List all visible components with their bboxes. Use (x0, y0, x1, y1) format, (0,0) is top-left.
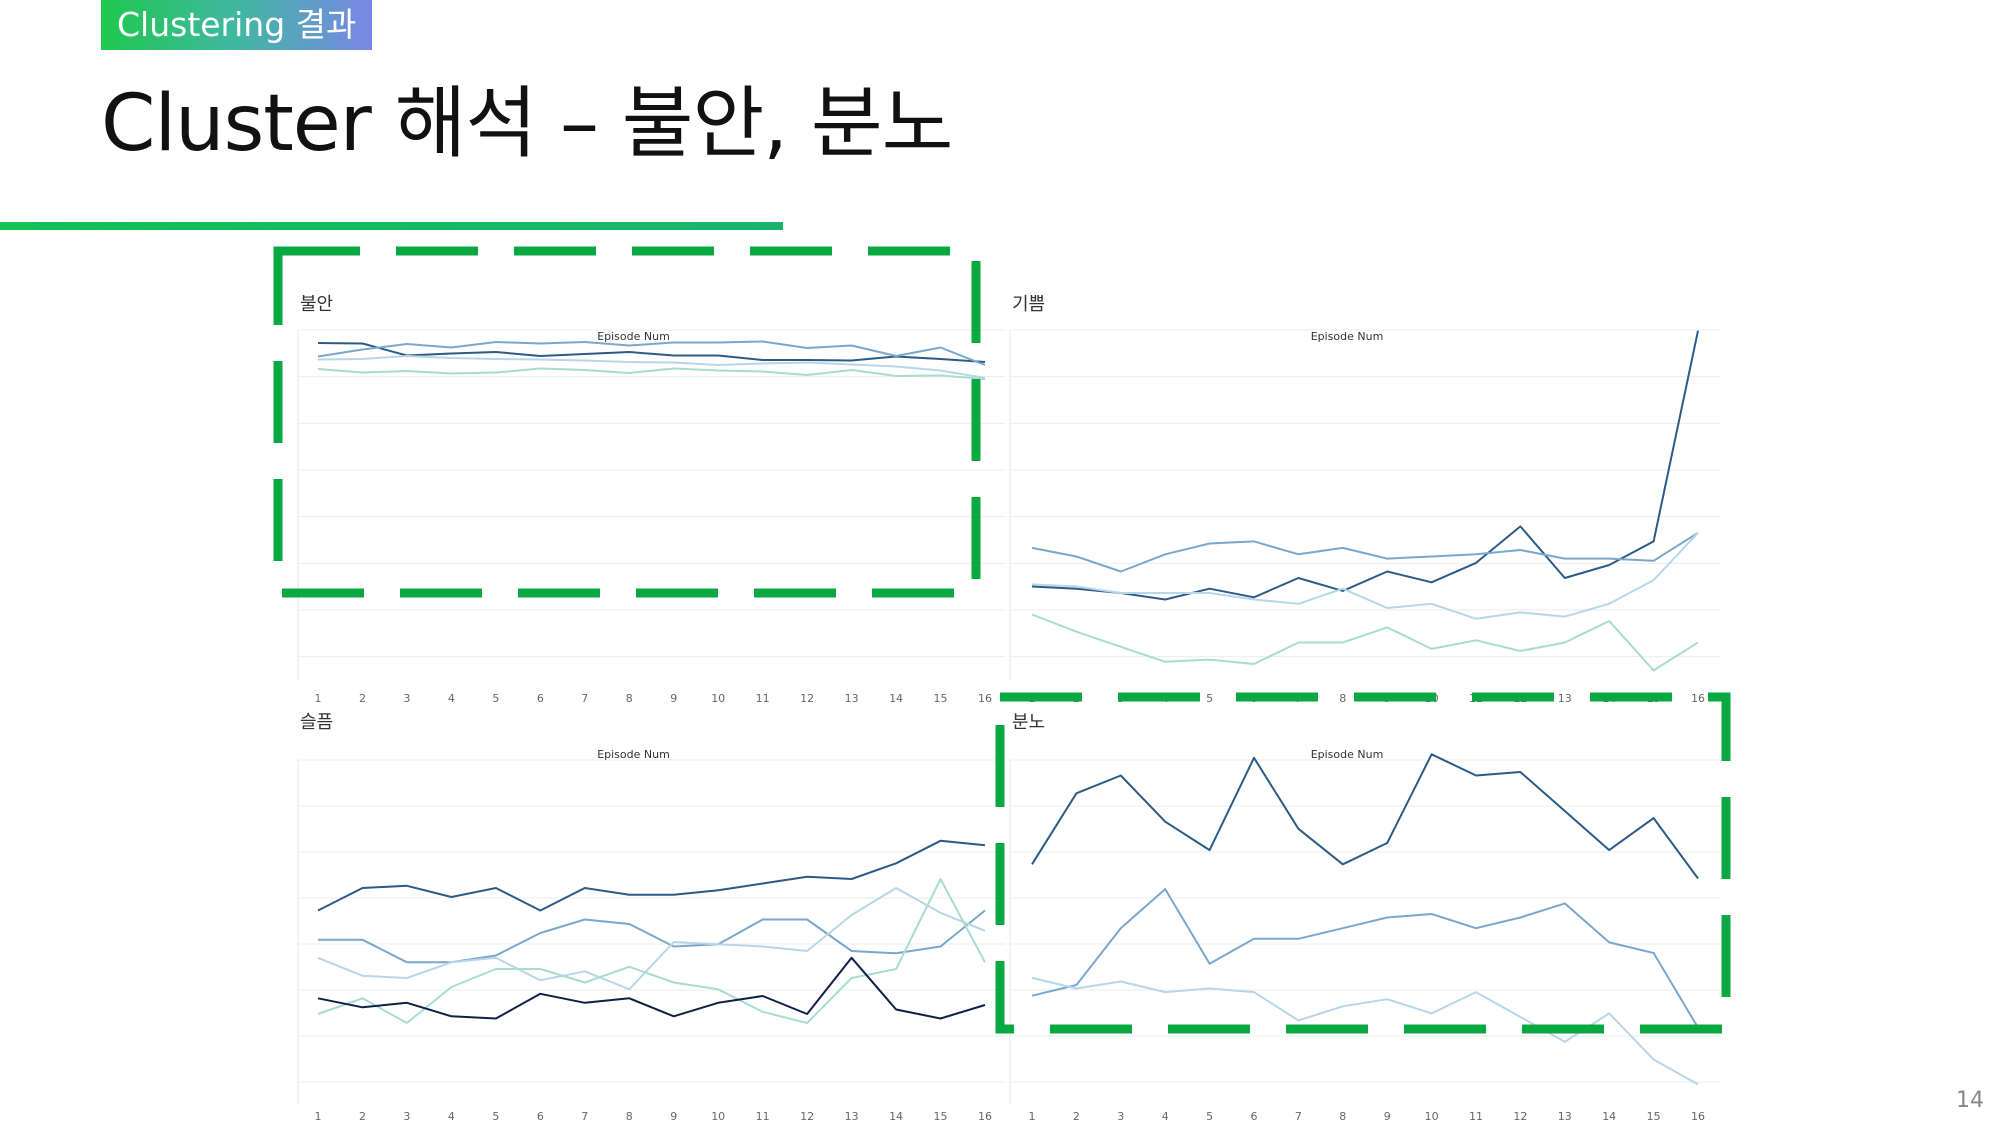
x-tick-label: 11 (756, 1110, 770, 1123)
x-axis-title: Episode Num (1311, 748, 1384, 761)
x-tick-label: 6 (1251, 1110, 1258, 1123)
x-tick-label: 5 (1206, 692, 1213, 705)
x-tick-label: 6 (537, 692, 544, 705)
x-tick-label: 12 (1513, 1110, 1527, 1123)
series-line-2 (1031, 531, 1699, 573)
x-tick-label: 16 (1691, 1110, 1705, 1123)
x-tick-label: 12 (800, 1110, 814, 1123)
x-tick-label: 9 (670, 692, 677, 705)
x-tick-label: 5 (492, 1110, 499, 1123)
x-tick-label: 10 (711, 1110, 725, 1123)
highlight-frame-분노 (995, 692, 1731, 1034)
x-tick-label: 15 (934, 692, 948, 705)
x-tick-label: 9 (1384, 1110, 1391, 1123)
x-tick-label: 3 (1117, 1110, 1124, 1123)
x-tick-label: 14 (889, 692, 903, 705)
series-line-4 (317, 878, 986, 1024)
x-tick-label: 10 (1425, 1110, 1439, 1123)
x-tick-label: 13 (1558, 692, 1572, 705)
x-tick-label: 2 (1073, 1110, 1080, 1123)
series-line-1 (317, 839, 986, 912)
x-tick-label: 14 (1602, 1110, 1616, 1123)
x-tick-label: 2 (359, 692, 366, 705)
x-tick-label: 7 (1295, 1110, 1302, 1123)
x-tick-label: 8 (626, 1110, 633, 1123)
x-tick-label: 4 (1162, 1110, 1169, 1123)
section-tag: Clustering 결과 (101, 0, 373, 50)
x-tick-label: 2 (359, 1110, 366, 1123)
series-line-4 (1031, 613, 1699, 672)
page-title: Cluster 해석 – 불안, 분노 (101, 79, 953, 169)
x-axis-title: Episode Num (597, 748, 670, 761)
title-underline (0, 222, 783, 230)
x-axis-title: Episode Num (1311, 330, 1384, 343)
x-tick-label: 3 (403, 1110, 410, 1123)
x-tick-label: 11 (756, 692, 770, 705)
x-tick-label: 1 (315, 692, 322, 705)
x-tick-label: 9 (670, 1110, 677, 1123)
x-tick-label: 13 (845, 692, 859, 705)
x-axis-title: Episode Num (597, 330, 670, 343)
x-tick-label: 16 (1691, 692, 1705, 705)
chart-title: 슬픔 (300, 712, 333, 733)
chart-title: 기쁨 (1012, 294, 1045, 315)
page-number: 14 (1956, 1088, 1984, 1113)
series-line-3 (1031, 532, 1699, 620)
x-tick-label: 8 (626, 692, 633, 705)
x-tick-label: 13 (1558, 1110, 1572, 1123)
series-line-2 (1031, 888, 1699, 1029)
x-tick-label: 1 (315, 1110, 322, 1123)
series-line-3 (317, 355, 986, 379)
x-tick-label: 1 (1029, 1110, 1036, 1123)
x-tick-label: 5 (492, 692, 499, 705)
x-tick-label: 4 (448, 1110, 455, 1123)
series-line-3 (317, 887, 986, 991)
x-tick-label: 5 (1206, 1110, 1213, 1123)
x-tick-label: 6 (537, 1110, 544, 1123)
x-tick-label: 4 (448, 692, 455, 705)
x-tick-label: 3 (403, 692, 410, 705)
series-line-5 (317, 956, 986, 1020)
x-tick-label: 7 (581, 1110, 588, 1123)
x-tick-label: 7 (581, 692, 588, 705)
x-tick-label: 12 (800, 692, 814, 705)
x-tick-label: 15 (934, 1110, 948, 1123)
series-line-4 (317, 367, 986, 380)
x-tick-label: 16 (978, 692, 992, 705)
x-tick-label: 11 (1469, 1110, 1483, 1123)
chart-title: 불안 (300, 294, 333, 315)
highlight-frame-불안 (273, 246, 981, 598)
x-tick-label: 8 (1339, 692, 1346, 705)
x-tick-label: 16 (978, 1110, 992, 1123)
x-tick-label: 8 (1339, 1110, 1346, 1123)
series-line-1 (1031, 753, 1699, 880)
series-line-1 (1031, 330, 1699, 601)
series-line-2 (318, 909, 986, 964)
x-tick-label: 14 (889, 1110, 903, 1123)
series-line-1 (317, 342, 986, 363)
x-tick-label: 15 (1647, 1110, 1661, 1123)
series-line-2 (317, 340, 986, 366)
x-tick-label: 10 (711, 692, 725, 705)
x-tick-label: 13 (845, 1110, 859, 1123)
chart-title: 분노 (1012, 712, 1045, 733)
